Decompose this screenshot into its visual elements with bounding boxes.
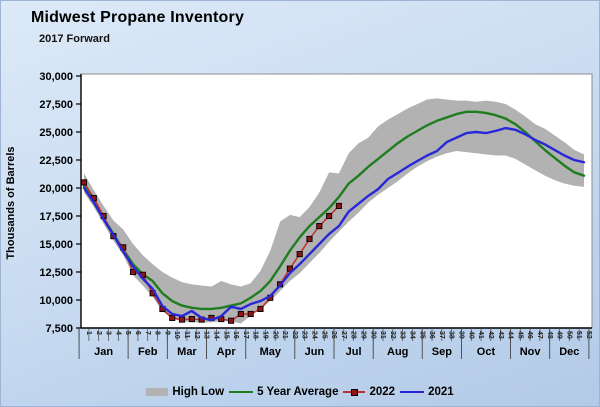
legend-item-5-year-average: 5 Year Average — [229, 386, 338, 398]
week-tick-label: 11 — [183, 331, 190, 339]
high-low-band-swatch — [146, 388, 169, 396]
series-2021-line-swatch — [400, 390, 425, 394]
week-tick-label: 16 — [232, 331, 239, 339]
week-tick-label: 45 — [516, 331, 523, 339]
x-axis-months: Jan Feb Mar Apr May Jun Jul Aug Sep Oct Nov Dec — [78, 328, 590, 359]
legend-item-2021: 2021 — [400, 386, 454, 398]
legend: High Low 5 Year Average 2022 2021 — [1, 386, 599, 398]
week-tick-label: 24 — [310, 331, 317, 339]
week-tick-label: 1 — [85, 331, 92, 335]
week-tick-label: 15 — [222, 331, 229, 339]
legend-item-2022: 2022 — [343, 386, 395, 398]
month-label: May — [260, 346, 282, 358]
y-tick-label: 15,000 — [39, 239, 73, 251]
month-label: Jun — [305, 346, 325, 358]
chart-title: Midwest Propane Inventory — [31, 9, 245, 26]
week-tick-label: 18 — [252, 331, 259, 339]
week-tick-label: 36 — [428, 331, 435, 339]
month-label: Jul — [346, 346, 362, 358]
y-tick-label: 12,500 — [39, 267, 73, 279]
month-label: Mar — [177, 346, 197, 358]
week-tick-label: 12 — [193, 331, 200, 339]
week-tick-label: 29 — [360, 331, 367, 339]
y-axis-title: Thousands of Barrels — [5, 146, 17, 260]
week-tick-label: 49 — [556, 331, 563, 339]
week-tick-label: 8 — [154, 331, 161, 335]
week-tick-label: 43 — [497, 331, 504, 339]
y-tick-label: 22,500 — [39, 155, 73, 167]
week-tick-label: 51 — [575, 331, 582, 339]
axes — [80, 74, 592, 329]
week-tick-label: 2 — [95, 331, 102, 335]
y-tick-label: 30,000 — [39, 71, 73, 83]
month-label: Jan — [94, 346, 113, 358]
week-tick-label: 25 — [320, 331, 327, 339]
week-tick-label: 33 — [399, 331, 406, 339]
week-tick-label: 3 — [105, 331, 112, 335]
month-label: Oct — [477, 346, 496, 358]
month-label: Aug — [387, 346, 408, 358]
week-tick-label: 23 — [301, 331, 308, 339]
month-label: Sep — [432, 346, 452, 358]
week-tick-label: 19 — [261, 331, 268, 339]
y-axis-ticks: 30,000 27,500 25,000 22,500 20,000 17,500 15,0… — [39, 71, 81, 335]
series-5-year-average-line — [82, 110, 586, 311]
y-tick-label: 17,500 — [39, 211, 73, 223]
week-tick-label: 42 — [487, 331, 494, 339]
legend-item-high-low: High Low — [146, 386, 224, 398]
five-year-average-line-swatch — [229, 390, 254, 394]
week-tick-label: 10 — [173, 331, 180, 339]
week-tick-label: 46 — [526, 331, 533, 339]
month-label: Nov — [520, 346, 542, 358]
week-tick-label: 20 — [271, 331, 278, 339]
x-axis-weeks: 1234567891011121314151617181920212223242… — [78, 328, 592, 341]
week-tick-label: 21 — [281, 331, 288, 339]
chart-subtitle: 2017 Forward — [39, 33, 110, 45]
month-label: Dec — [559, 346, 579, 358]
week-tick-label: 14 — [212, 331, 219, 339]
y-tick-label: 25,000 — [39, 127, 73, 139]
legend-label: 2021 — [428, 386, 454, 398]
y-tick-label: 7,500 — [45, 323, 73, 335]
week-tick-label: 27 — [340, 331, 347, 339]
y-tick-label: 10,000 — [39, 295, 73, 307]
week-tick-label: 34 — [409, 331, 416, 339]
series-2021-line — [82, 126, 586, 322]
legend-label: High Low — [172, 386, 225, 398]
series-2022-swatch — [343, 388, 366, 396]
week-tick-label: 40 — [467, 331, 474, 339]
week-tick-label: 47 — [536, 331, 543, 339]
week-tick-label: 37 — [438, 331, 445, 339]
legend-label: 2022 — [369, 386, 396, 398]
week-tick-label: 38 — [448, 331, 455, 339]
week-tick-label: 31 — [379, 331, 386, 339]
legend-label: 5 Year Average — [257, 386, 339, 398]
month-label: Feb — [138, 346, 158, 358]
week-tick-label: 41 — [477, 331, 484, 339]
y-tick-label: 27,500 — [39, 99, 73, 111]
week-tick-label: 6 — [134, 331, 141, 335]
month-label: Apr — [217, 346, 237, 358]
week-tick-label: 50 — [565, 331, 572, 339]
week-tick-label: 28 — [350, 331, 357, 339]
week-tick-label: 32 — [389, 331, 396, 339]
y-tick-label: 20,000 — [39, 183, 73, 195]
week-tick-label: 4 — [114, 331, 121, 335]
week-tick-label: 7 — [144, 331, 151, 335]
